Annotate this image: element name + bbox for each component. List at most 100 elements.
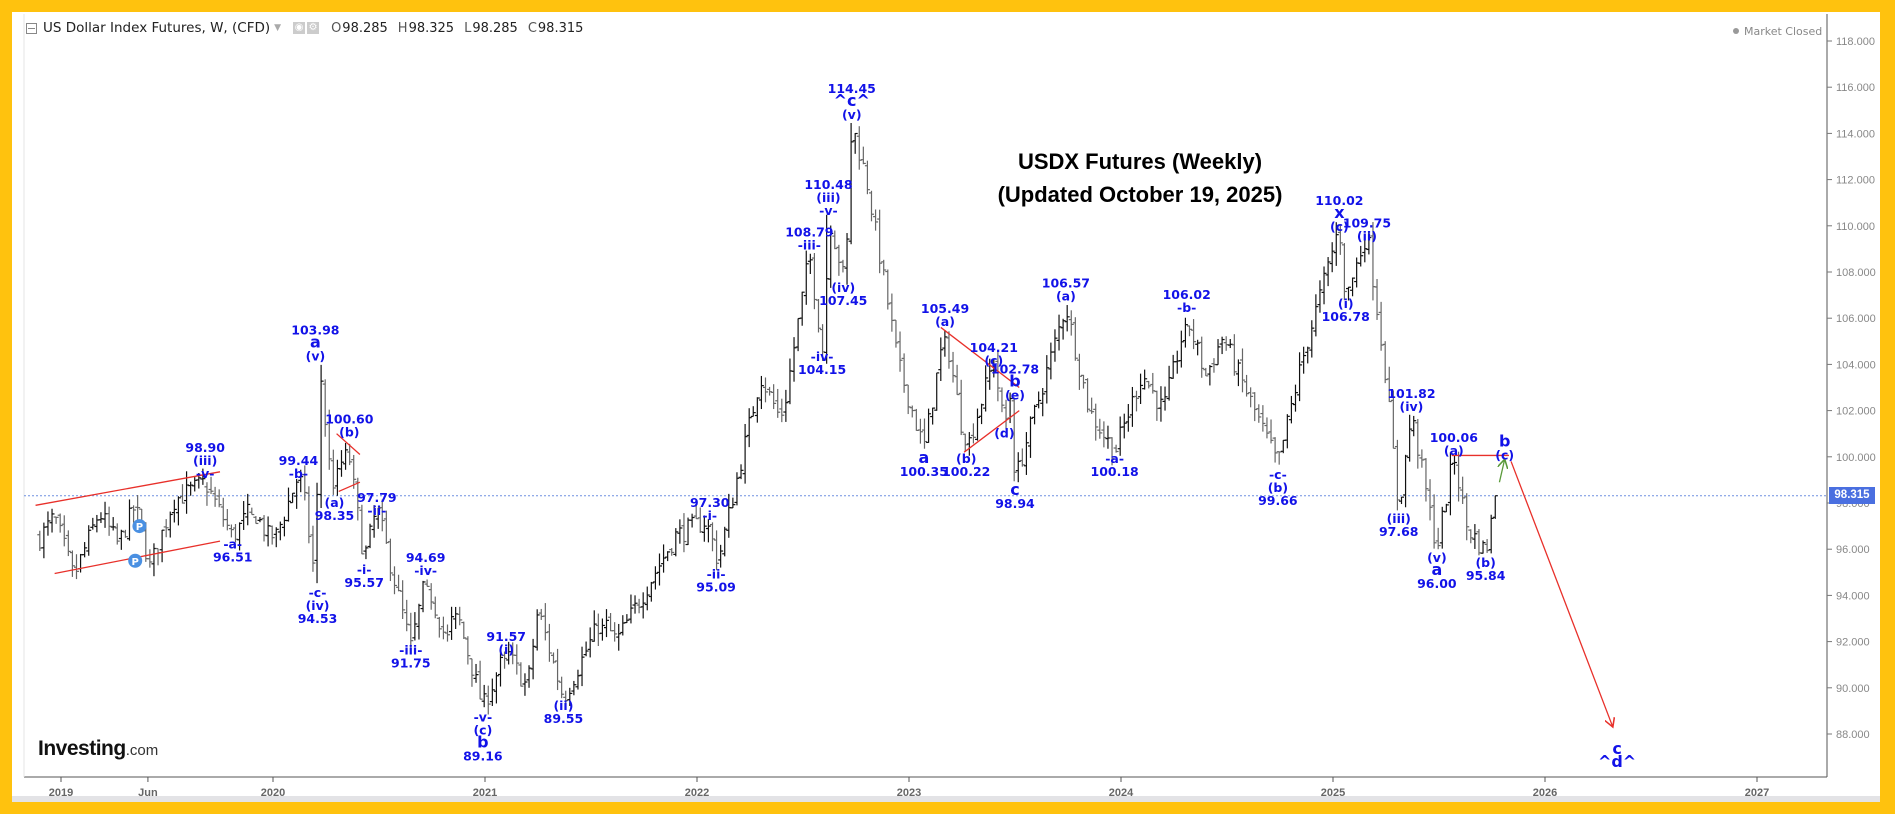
- price-bar: [1435, 527, 1441, 550]
- price-bar: [428, 583, 434, 610]
- price-bar: [1358, 245, 1364, 267]
- wave-label: (ii)89.55: [544, 698, 584, 726]
- price-bar: [1211, 358, 1217, 373]
- price-bar: [400, 580, 406, 620]
- price-tick-label: 100.000: [1836, 452, 1876, 464]
- price-bar: [126, 499, 132, 541]
- wave-label-line: 89.16: [463, 749, 503, 764]
- price-bar: [306, 486, 312, 544]
- price-bar: [1068, 310, 1074, 336]
- price-bar: [281, 516, 287, 537]
- wave-label-line: 97.30: [690, 495, 730, 510]
- wave-label-line: 97.68: [1379, 524, 1419, 539]
- price-bar: [575, 669, 581, 690]
- price-bar: [49, 508, 55, 533]
- price-bar: [220, 497, 226, 527]
- price-bar: [995, 350, 1001, 402]
- price-bar: [599, 618, 605, 641]
- wave-label-line: (c): [1495, 448, 1514, 463]
- price-bar: [493, 672, 499, 704]
- price-bar: [815, 299, 821, 333]
- instrument-title[interactable]: US Dollar Index Futures, W, (CFD): [43, 20, 271, 36]
- wave-label-line: (b): [956, 451, 976, 466]
- price-bar: [1203, 367, 1209, 377]
- price-bar: [1085, 378, 1091, 413]
- wave-label-line: (a): [1056, 288, 1076, 303]
- price-bar: [1239, 348, 1245, 393]
- price-bar: [1366, 231, 1372, 255]
- price-bar: [1451, 455, 1457, 475]
- pivot-marker-icon: P: [132, 519, 147, 534]
- time-scrollbar[interactable]: [12, 796, 1880, 802]
- price-bar: [718, 544, 724, 568]
- price-bar: [754, 397, 760, 423]
- price-bar: [1390, 390, 1396, 449]
- wave-label: c^d^: [1598, 739, 1636, 771]
- price-bar: [1427, 479, 1433, 521]
- ohlc-open: O98.285: [331, 20, 388, 36]
- wave-label-line: -i-: [702, 508, 717, 523]
- price-bar: [864, 160, 870, 195]
- price-bar: [469, 658, 475, 687]
- pivot-marker-glyph: P: [136, 522, 143, 533]
- wave-label-line: b: [1499, 432, 1510, 451]
- price-bar: [224, 509, 230, 531]
- price-bar: [522, 673, 528, 696]
- wave-label: 103.98a(v): [291, 322, 339, 363]
- price-bar: [1443, 503, 1449, 513]
- chevron-down-icon[interactable]: ▼: [274, 23, 282, 33]
- price-bar: [603, 609, 609, 638]
- price-bar: [61, 515, 67, 547]
- visibility-icon[interactable]: ◉: [293, 22, 306, 34]
- price-bar: [110, 517, 116, 531]
- investing-logo[interactable]: Investing.com: [38, 737, 158, 761]
- price-bar: [1027, 416, 1033, 458]
- price-bar: [881, 259, 887, 276]
- price-bar: [1419, 449, 1425, 468]
- wave-label-line: 99.44: [279, 453, 319, 468]
- price-bar: [1260, 405, 1266, 432]
- wave-label-line: -c-: [309, 585, 327, 600]
- price-bar: [355, 477, 361, 521]
- price-bar: [41, 522, 47, 559]
- price-bar: [669, 548, 675, 556]
- time-tick-label: 2027: [1745, 787, 1769, 799]
- price-bar: [1162, 386, 1168, 411]
- wave-label-line: (ii): [553, 698, 573, 713]
- wave-label-line: (c): [984, 353, 1003, 368]
- price-bar: [261, 515, 267, 542]
- price-bar: [457, 606, 463, 626]
- price-tick-label: 102.000: [1836, 406, 1876, 418]
- price-bars: [37, 123, 1498, 715]
- logo-main: Investing: [38, 737, 126, 760]
- gear-icon[interactable]: ⚙: [307, 22, 320, 34]
- price-tick-label: 114.000: [1836, 128, 1875, 140]
- price-bar: [1121, 413, 1127, 439]
- price-bar: [1272, 437, 1278, 463]
- wave-label-line: -iii-: [798, 238, 821, 253]
- price-bar: [673, 528, 679, 557]
- price-bar: [404, 599, 410, 632]
- price-bar: [391, 566, 397, 595]
- wave-label-line: x: [1334, 203, 1345, 222]
- price-bar: [465, 636, 471, 665]
- price-bar: [412, 612, 418, 641]
- price-bar: [444, 624, 450, 642]
- price-bar: [1382, 341, 1388, 384]
- price-bar: [624, 614, 630, 624]
- wave-label: -iv-104.15: [798, 349, 846, 377]
- price-bar: [1333, 222, 1339, 266]
- pivot-marker-icon: P: [128, 553, 143, 568]
- wave-label-line: (iii): [816, 190, 840, 205]
- price-bar: [1174, 350, 1180, 374]
- collapse-icon[interactable]: [26, 22, 37, 34]
- price-bar: [758, 375, 764, 410]
- price-bar: [1215, 339, 1221, 366]
- price-bar: [351, 454, 357, 489]
- wave-label-line: (a): [935, 314, 955, 329]
- price-bar: [1015, 452, 1021, 483]
- wave-label-line: 100.22: [942, 464, 990, 479]
- price-bar: [885, 269, 891, 310]
